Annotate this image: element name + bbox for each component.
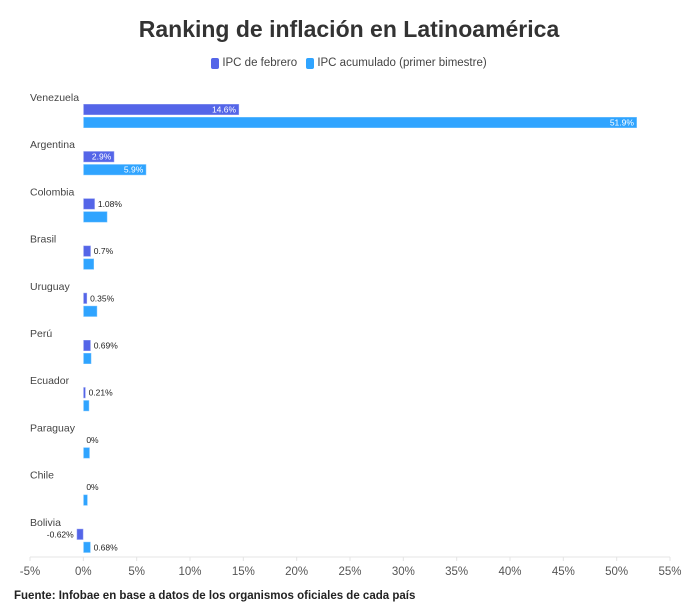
x-tick-label: 40% <box>498 566 521 578</box>
data-label: 0.7% <box>94 246 114 256</box>
bar-acumulado <box>82 116 638 129</box>
category-label: Paraguay <box>30 422 76 434</box>
x-tick-label: -5% <box>20 566 40 578</box>
x-tick-label: 45% <box>552 566 575 578</box>
x-tick-label: 15% <box>232 566 255 578</box>
category-label: Colombia <box>30 186 75 198</box>
data-label: 0% <box>86 482 99 492</box>
bar-febrero <box>76 528 84 541</box>
category-label: Brasil <box>30 234 56 246</box>
data-label: 2.9% <box>92 152 112 162</box>
bar-acumulado <box>82 258 95 271</box>
data-label: -0.62% <box>47 529 74 539</box>
category-label: Chile <box>30 470 54 482</box>
bar-febrero <box>82 339 92 352</box>
legend-label: IPC de febrero <box>222 57 298 69</box>
category-label: Uruguay <box>30 281 70 293</box>
category-label: Perú <box>30 328 52 340</box>
bar-acumulado <box>82 494 89 507</box>
bar-acumulado <box>82 210 108 223</box>
x-tick-label: 25% <box>338 566 361 578</box>
category-label: Bolivia <box>30 517 61 529</box>
data-label: 0% <box>86 435 99 445</box>
x-tick-label: 0% <box>75 566 92 578</box>
bar-acumulado <box>82 352 92 365</box>
data-label: 51.9% <box>610 118 635 128</box>
legend-swatch-acumulado <box>306 57 315 69</box>
bar-acumulado <box>82 446 91 459</box>
data-label: 0.69% <box>94 341 119 351</box>
source-note: Fuente: Infobae en base a datos de los o… <box>14 590 416 602</box>
chart-title: Ranking de inflación en Latinoamérica <box>138 16 560 42</box>
legend: IPC de febrero IPC acumulado (primer bim… <box>0 57 698 72</box>
bar-febrero <box>82 245 92 258</box>
legend-label: IPC acumulado (primer bimestre) <box>317 57 487 69</box>
category-label: Argentina <box>30 139 75 151</box>
data-label: 0.21% <box>89 388 114 398</box>
bar-febrero <box>82 103 240 116</box>
category-label: Venezuela <box>30 92 79 104</box>
x-tick-label: 55% <box>658 566 681 578</box>
bar-febrero <box>82 386 87 399</box>
bar-febrero <box>82 292 88 305</box>
data-label: 14.6% <box>212 105 237 115</box>
category-label: Ecuador <box>30 375 70 387</box>
data-label: 5.9% <box>124 165 144 175</box>
legend-item-acumulado[interactable]: IPC acumulado (primer bimestre) <box>306 57 487 69</box>
bar-acumulado <box>82 541 92 554</box>
x-tick-label: 20% <box>285 566 308 578</box>
x-tick-label: 5% <box>128 566 145 578</box>
data-label: 0.68% <box>94 542 119 552</box>
bar-febrero <box>82 150 115 163</box>
bar-febrero <box>82 197 96 210</box>
x-tick-label: 10% <box>178 566 201 578</box>
data-label: 1.08% <box>98 199 123 209</box>
data-label: 0.35% <box>90 293 115 303</box>
x-tick-label: 30% <box>392 566 415 578</box>
x-tick-label: 50% <box>605 566 628 578</box>
x-tick-label: 35% <box>445 566 468 578</box>
legend-item-febrero[interactable]: IPC de febrero <box>211 57 297 69</box>
bar-acumulado <box>82 163 147 176</box>
legend-swatch-febrero <box>211 57 220 69</box>
bar-acumulado <box>82 305 98 318</box>
bar-acumulado <box>82 399 90 412</box>
